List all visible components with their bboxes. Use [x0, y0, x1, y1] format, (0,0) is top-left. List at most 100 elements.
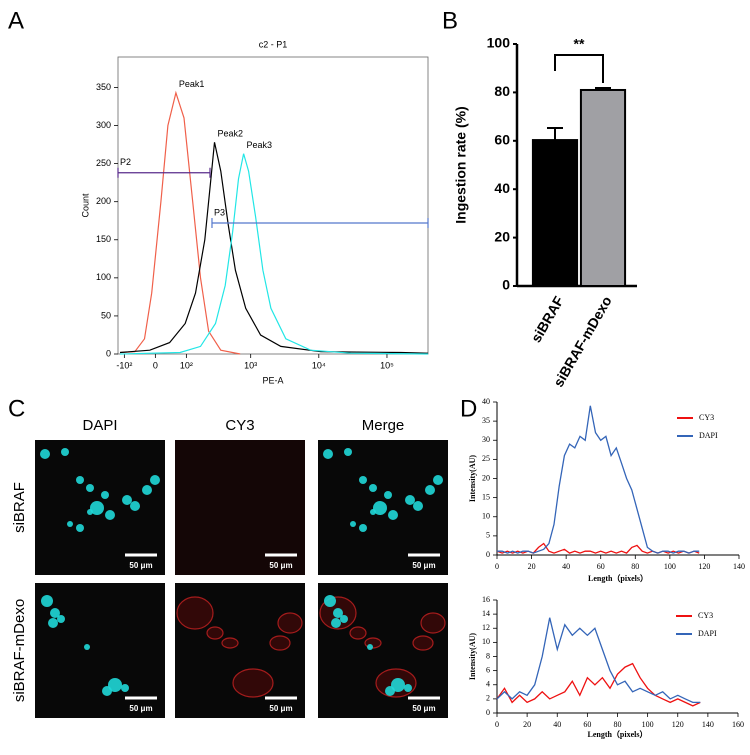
nucleus [367, 644, 373, 650]
y-axis-label: Intensity(AU) [468, 633, 477, 680]
nucleus [340, 615, 348, 623]
y-tick-label: 300 [96, 120, 111, 130]
nucleus [61, 448, 69, 456]
y-tick-label: 100 [96, 272, 111, 282]
series-line [497, 405, 700, 554]
gate-label: P2 [120, 157, 131, 167]
y-tick-label: 12 [482, 623, 490, 632]
y-tick-label: 60 [494, 132, 510, 148]
x-tick-label: 60 [597, 562, 605, 571]
x-tick-label: 10² [180, 360, 193, 370]
x-tick-label: 140 [733, 562, 745, 571]
nucleus [41, 595, 53, 607]
scale-bar-label: 50 μm [269, 561, 292, 570]
x-tick-label: 160 [732, 720, 744, 729]
scale-bar-label: 50 μm [269, 704, 292, 713]
column-label: CY3 [225, 417, 254, 434]
chart-title: c2 - P1 [259, 39, 288, 49]
x-tick-label: 80 [631, 562, 639, 571]
y-tick-label: 6 [486, 665, 490, 674]
row-label: siBRAF [11, 482, 28, 533]
nucleus [323, 449, 333, 459]
scale-bar-label: 50 μm [412, 704, 435, 713]
x-tick-label: 140 [702, 720, 714, 729]
y-tick-label: 40 [494, 180, 510, 196]
x-tick-label: 120 [698, 562, 710, 571]
y-tick-label: 4 [486, 680, 490, 689]
y-tick-label: 100 [487, 35, 511, 51]
nucleus [121, 684, 129, 692]
y-axis-label: Ingestion rate (%) [453, 106, 469, 223]
y-tick-label: 40 [482, 397, 490, 406]
x-tick-label: siBRAF [528, 293, 567, 345]
gate-label: P3 [214, 207, 225, 217]
peak-label: Peak2 [218, 129, 244, 139]
cell-stain [232, 668, 274, 698]
row-label: siBRAF-mDexo [11, 599, 28, 702]
nucleus [87, 509, 93, 515]
x-tick-label: 20 [523, 720, 531, 729]
nucleus [350, 521, 356, 527]
legend-label: DAPI [698, 629, 717, 638]
x-tick-label: 40 [553, 720, 561, 729]
bar [579, 88, 627, 288]
x-tick-label: 40 [562, 562, 570, 571]
x-tick-label: 100 [664, 562, 676, 571]
panel-label: B [442, 7, 458, 34]
y-tick-label: 30 [482, 435, 490, 444]
y-tick-label: 14 [482, 609, 490, 618]
nucleus [388, 510, 398, 520]
scale-bar-label: 50 μm [129, 704, 152, 713]
nucleus [384, 491, 392, 499]
nucleus [425, 485, 435, 495]
nucleus [404, 684, 412, 692]
nucleus [359, 476, 367, 484]
y-tick-label: 8 [486, 651, 490, 660]
y-tick-label: 0 [486, 550, 490, 559]
y-tick-label: 150 [96, 234, 111, 244]
x-tick-label: 100 [642, 720, 654, 729]
y-tick-label: 15 [482, 492, 490, 501]
x-tick-label: 10³ [244, 360, 257, 370]
y-axis-label: Count [80, 193, 90, 218]
nucleus [130, 501, 140, 511]
nucleus [344, 448, 352, 456]
x-tick-label: 80 [614, 720, 622, 729]
scale-bar-label: 50 μm [412, 561, 435, 570]
column-label: Merge [362, 417, 405, 434]
series-line [119, 142, 429, 354]
cell-stain [412, 635, 434, 651]
nucleus [108, 678, 122, 692]
cell-stain [269, 635, 291, 651]
nucleus [101, 491, 109, 499]
plot-frame [117, 56, 429, 355]
chart: 0 5 10 15 20 25 30 35 40 0 20 40 60 80 100 120 140 Length… [468, 397, 745, 583]
nucleus [122, 495, 132, 505]
x-tick-label: 10⁵ [380, 360, 394, 370]
y-tick-label: 350 [96, 82, 111, 92]
nucleus [86, 484, 94, 492]
peak-label: Peak3 [247, 140, 273, 150]
y-tick-label: 80 [494, 83, 510, 99]
series-line [119, 153, 429, 355]
micrograph [35, 583, 165, 718]
legend-label: CY3 [698, 611, 713, 620]
y-tick-label: 5 [486, 531, 490, 540]
nucleus [385, 686, 395, 696]
y-tick-label: 20 [494, 228, 510, 244]
nucleus [84, 644, 90, 650]
nucleus [105, 510, 115, 520]
series-line [496, 662, 701, 707]
y-tick-label: 2 [486, 694, 490, 703]
cell-stain [420, 612, 446, 634]
nucleus [370, 509, 376, 515]
series-line [119, 90, 241, 355]
nucleus [142, 485, 152, 495]
nucleus [40, 449, 50, 459]
y-tick-label: 35 [482, 416, 490, 425]
bar [531, 139, 579, 287]
nucleus [76, 524, 84, 532]
nucleus [373, 501, 387, 515]
